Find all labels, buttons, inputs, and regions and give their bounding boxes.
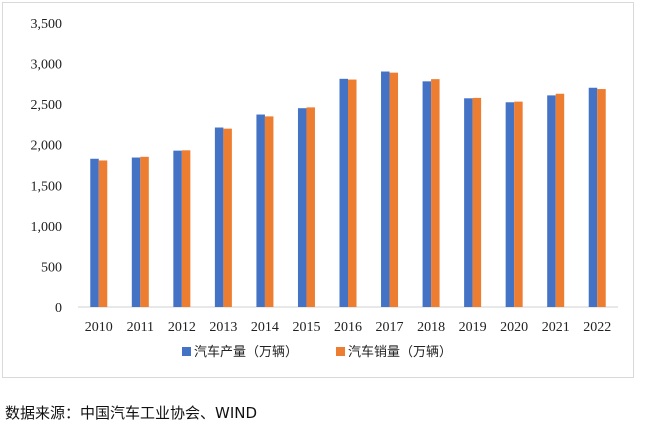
x-tick-label: 2019 [459,320,487,335]
production-bar-2018 [422,81,432,308]
production-bar-2022 [588,87,598,307]
production-bar-2010 [90,158,99,307]
production-bar-2020 [505,102,515,307]
y-tick-label: 1,000 [31,220,63,235]
legend-swatch-sales [336,347,345,356]
sales-bar-2017 [389,72,399,308]
production-bar-2015 [297,108,307,307]
bar-chart: 0 500 1,000 1,500 2,000 2,500 3,000 3,500 2010 20… [31,17,618,360]
production-bar-2019 [464,98,473,307]
legend-label-production: 汽车产量（万辆） [194,344,298,360]
sales-bar-2012 [181,150,191,307]
x-tick-label: 2015 [292,320,320,335]
legend-swatch-production [182,347,191,356]
sales-bar-2019 [472,97,482,307]
production-bar-2012 [173,150,182,307]
y-tick-label: 1,500 [31,179,63,194]
sales-bar-2015 [306,107,315,307]
source-note: 数据来源：中国汽车工业协会、WIND [5,404,258,422]
production-bar-2021 [547,95,556,307]
x-tick-label: 2016 [334,320,362,335]
sales-bar-2011 [140,156,149,307]
x-tick-label: 2020 [500,320,528,335]
y-tick-label: 3,000 [31,58,63,73]
production-bar-2016 [339,78,348,307]
sales-bar-2016 [348,79,357,307]
sales-bar-2018 [431,79,440,308]
production-bar-2013 [214,127,224,308]
x-tick-label: 2010 [85,320,113,335]
sales-bar-2010 [98,160,108,307]
y-tick-label: 0 [55,301,62,316]
sales-bar-2022 [597,89,606,307]
x-tick-label: 2021 [542,320,570,335]
production-bar-2017 [381,71,390,307]
legend-label-sales: 汽车销量（万辆） [348,344,452,360]
y-tick-label: 500 [41,260,62,275]
production-bar-2014 [256,114,265,307]
x-tick-label: 2017 [376,320,404,335]
y-tick-label: 3,500 [31,17,63,32]
x-tick-label: 2014 [251,320,279,335]
sales-bar-2020 [514,101,523,307]
sales-bar-2014 [264,116,274,307]
x-tick-label: 2011 [127,320,154,335]
sales-bar-2013 [223,128,232,307]
x-tick-label: 2013 [209,320,237,335]
x-tick-label: 2018 [417,320,445,335]
x-tick-label: 2012 [168,320,196,335]
y-tick-label: 2,500 [31,98,63,113]
y-tick-label: 2,000 [31,139,63,154]
x-tick-label: 2022 [583,320,611,335]
sales-bar-2021 [555,93,565,308]
production-bar-2011 [131,157,141,307]
chart-frame [2,2,634,378]
